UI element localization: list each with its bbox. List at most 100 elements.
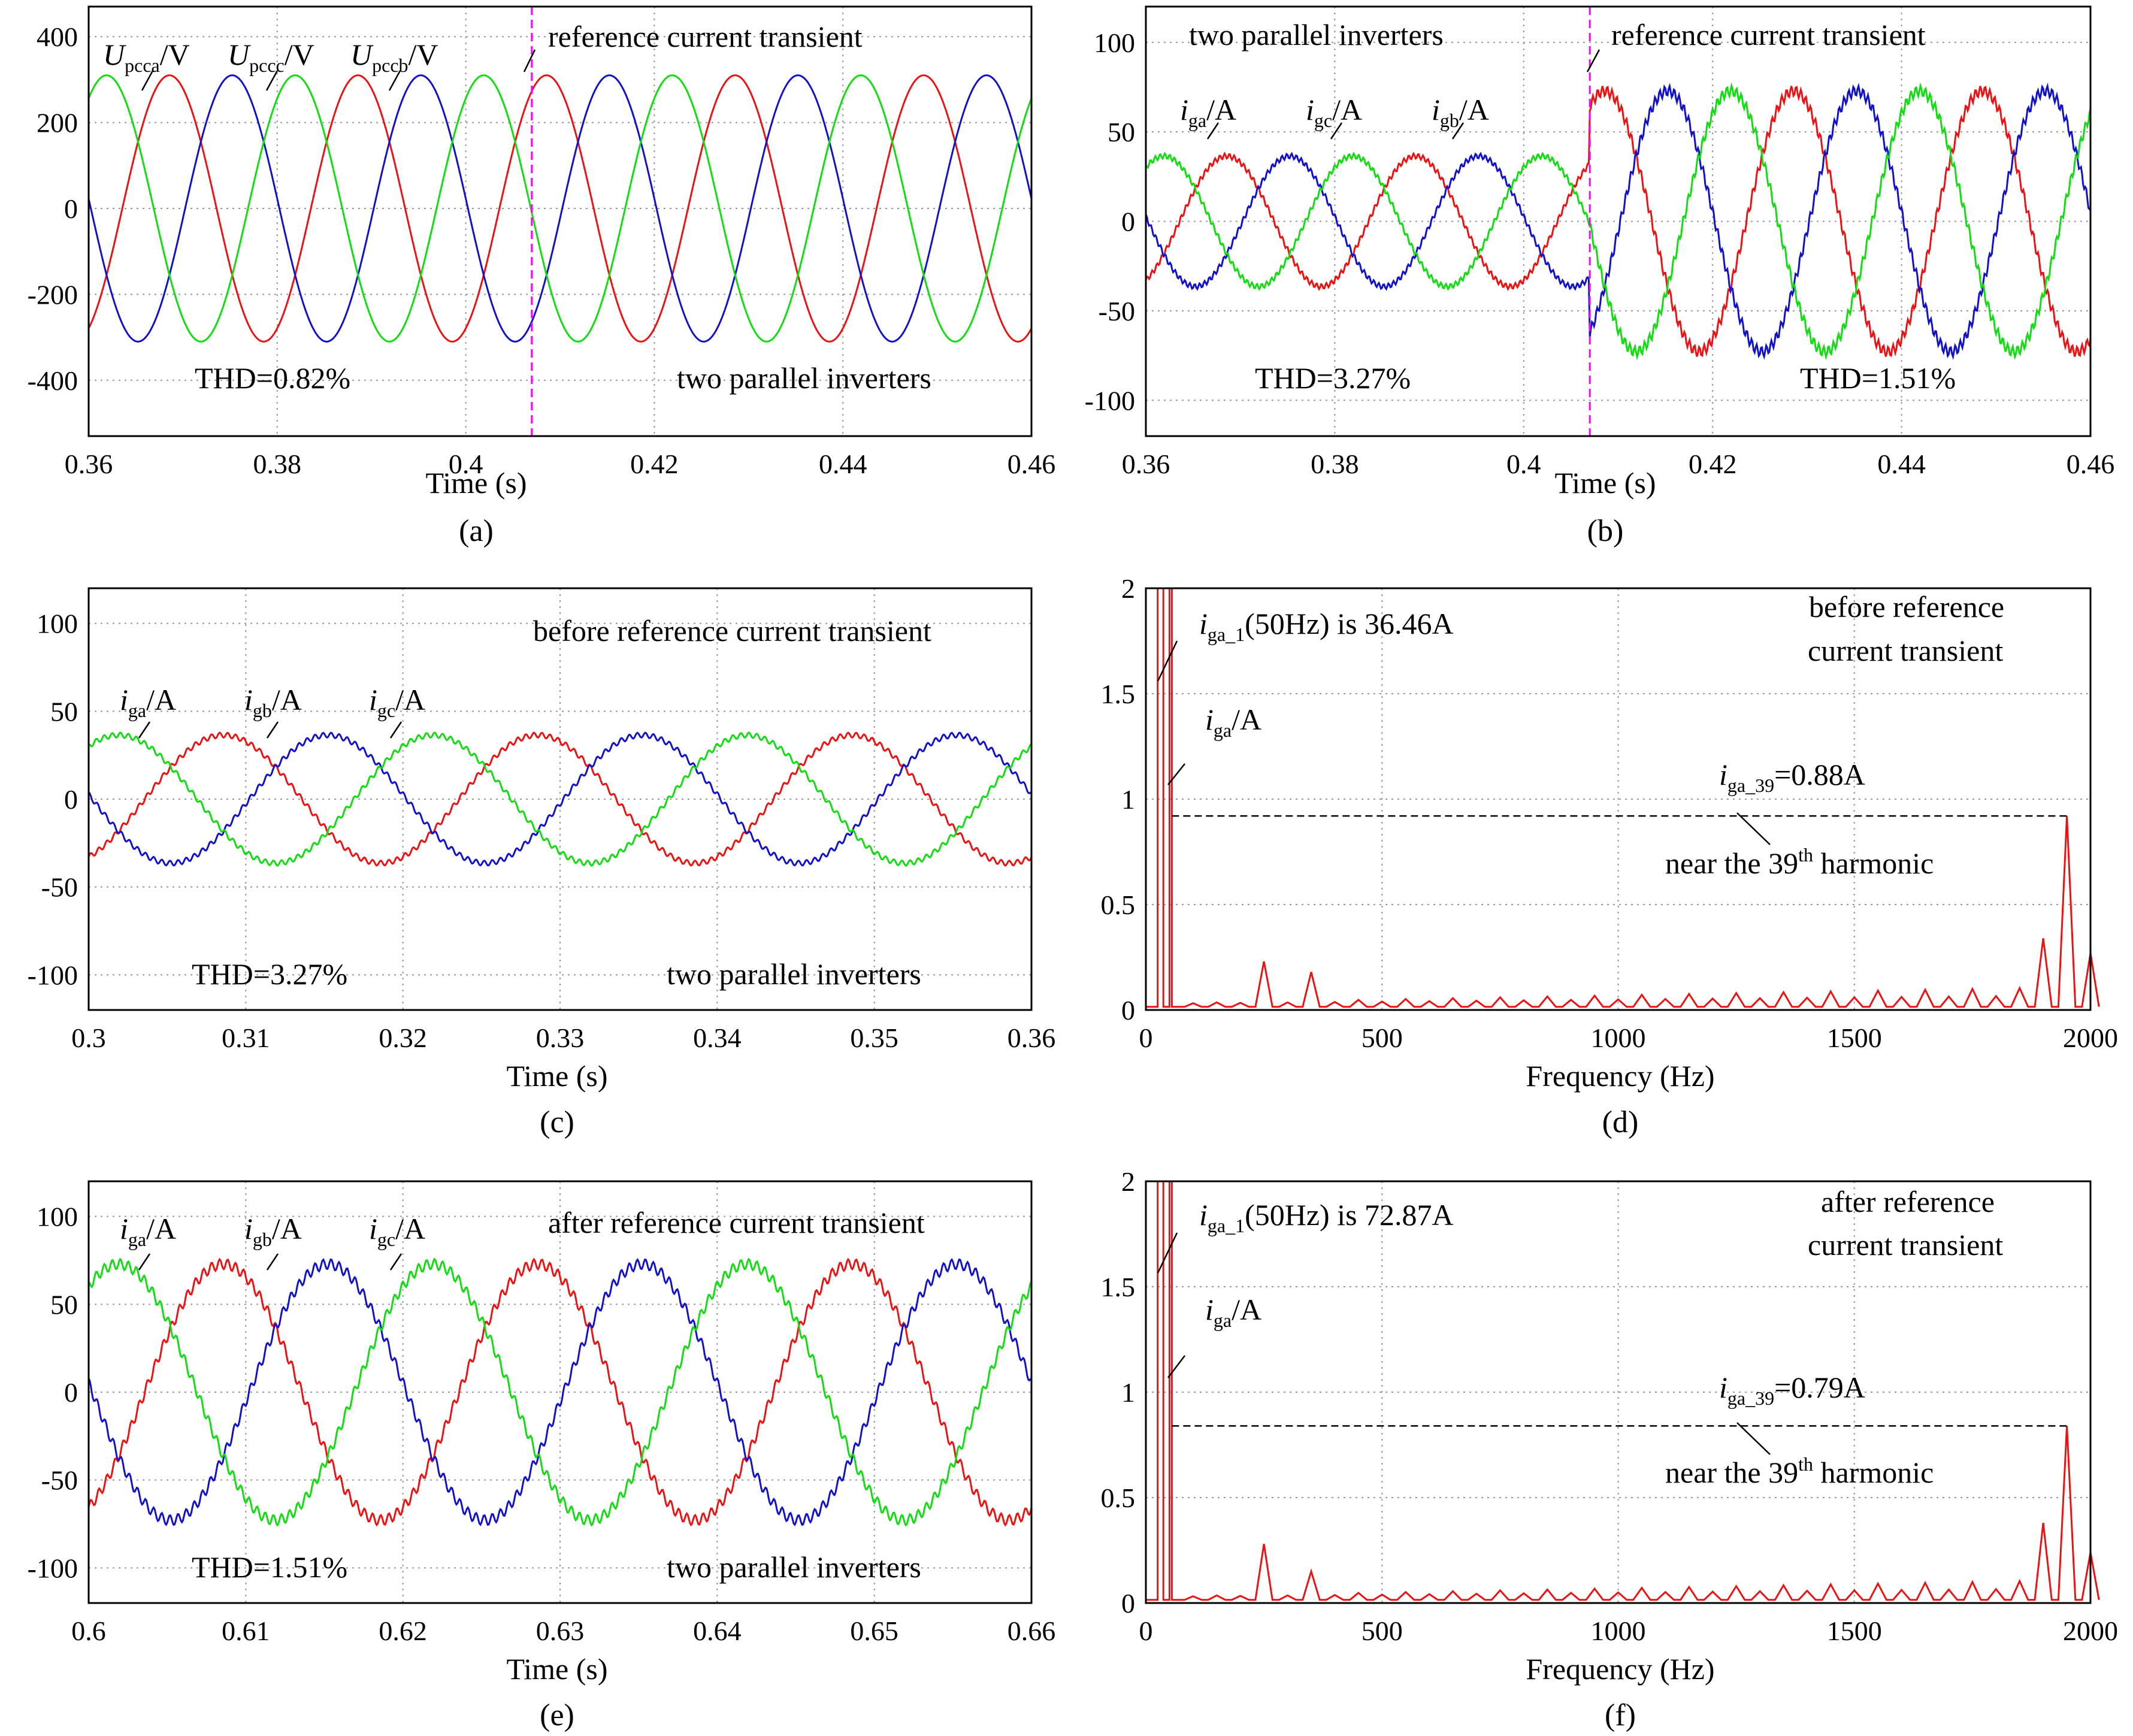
grid-f — [1146, 1181, 2090, 1603]
label-iga-b: iga/A — [1180, 93, 1236, 131]
y-tick-label: 0 — [1121, 207, 1135, 237]
y-tick-label: 50 — [50, 1289, 78, 1320]
caption-d: (d) — [1602, 1105, 1639, 1139]
series-a-line — [1145, 86, 2092, 357]
title2-d: current transient — [1808, 634, 2003, 667]
label-h39-f: iga_39=0.79A — [1719, 1371, 1865, 1409]
y-tick-label: 100 — [37, 609, 78, 639]
leader-igb-c — [266, 721, 279, 739]
x-tick-label: 0.6 — [71, 1616, 106, 1646]
y-tick-label: 0 — [64, 1377, 78, 1408]
y-tick-label: 2 — [1121, 573, 1135, 604]
x-tick-label: 0.34 — [693, 1023, 742, 1053]
note-a: two parallel inverters — [677, 361, 931, 395]
xticks-a: 0.36 0.38 0.4 0.42 0.44 0.46 — [65, 449, 1056, 479]
label-igb-e: igb/A — [244, 1212, 302, 1250]
x-tick-label: 1000 — [1591, 1023, 1646, 1053]
grid-c — [89, 588, 1031, 1010]
y-tick-label: -50 — [41, 1465, 78, 1496]
y-tick-label: -100 — [28, 1553, 78, 1583]
x-tick-label: 1000 — [1591, 1616, 1646, 1646]
series-a-line — [87, 731, 1033, 867]
leader-upccb — [388, 70, 401, 91]
x-tick-label: 0.36 — [1007, 1023, 1056, 1053]
x-tick-label: 0.46 — [1007, 449, 1056, 479]
note-e: two parallel inverters — [667, 1550, 921, 1584]
title1-f: after reference — [1821, 1185, 1995, 1218]
curves-c — [87, 731, 1033, 867]
y-tick-label: 100 — [1094, 28, 1135, 58]
y-tick-label: 0 — [1121, 1588, 1135, 1619]
leader-series-d — [1167, 763, 1185, 785]
x-tick-label: 0.64 — [693, 1616, 742, 1646]
yticks-c: 100 50 0 -50 -100 — [28, 609, 78, 991]
y-tick-label: 0.5 — [1101, 890, 1136, 920]
yticks-d: 2 1.5 1 0.5 0 — [1101, 573, 1136, 1026]
thd-c: THD=3.27% — [192, 957, 347, 991]
y-tick-label: -50 — [1099, 296, 1135, 326]
x-tick-label: 1500 — [1827, 1023, 1882, 1053]
x-tick-label: 0.42 — [630, 449, 679, 479]
x-tick-label: 0.36 — [65, 449, 113, 479]
label-upcca: Upcca/V — [103, 38, 190, 76]
label-iga-e: iga/A — [120, 1212, 176, 1250]
curves-b — [1145, 7, 2092, 436]
y-tick-label: 1 — [1121, 1377, 1135, 1408]
label-fund-d: iga_1(50Hz) is 36.46A — [1199, 607, 1454, 645]
x-tick-label: 0.4 — [1506, 449, 1541, 479]
y-tick-label: -100 — [1085, 385, 1135, 416]
caption-e: (e) — [540, 1698, 574, 1732]
xticks-b: 0.36 0.38 0.4 0.42 0.44 0.46 — [1122, 449, 2115, 479]
xlabel-c: Time (s) — [506, 1059, 607, 1093]
yticks-a: 400 200 0 -200 -400 — [28, 22, 78, 396]
xticks-e: 0.6 0.61 0.62 0.63 0.64 0.65 0.66 — [71, 1616, 1055, 1646]
y-tick-label: 1.5 — [1101, 679, 1136, 709]
y-tick-label: 50 — [50, 696, 78, 727]
caption-b: (b) — [1587, 514, 1624, 548]
y-tick-label: 400 — [37, 22, 78, 52]
grid-d — [1146, 588, 2090, 1010]
x-tick-label: 0.65 — [850, 1616, 898, 1646]
series-c-line — [1145, 82, 2092, 361]
x-tick-label: 0.44 — [1877, 449, 1926, 479]
curves-d — [1146, 587, 2100, 1008]
thd-after-b: THD=1.51% — [1800, 361, 1956, 395]
label-igb-c: igb/A — [244, 683, 302, 721]
label-series-d: iga/A — [1205, 703, 1261, 741]
leader-iga-c — [138, 721, 151, 739]
xticks-f: 0 500 1000 1500 2000 — [1139, 1616, 2119, 1646]
x-tick-label: 2000 — [2063, 1616, 2118, 1646]
frame-c — [87, 587, 1033, 1011]
curves-e — [87, 1257, 1033, 1527]
x-tick-label: 1500 — [1827, 1616, 1882, 1646]
yticks-e: 100 50 0 -50 -100 — [28, 1202, 78, 1584]
label-igc-c: igc/A — [369, 683, 425, 721]
frame-e — [87, 1180, 1033, 1604]
series-b-line — [87, 731, 1032, 867]
x-tick-label: 0.63 — [536, 1616, 585, 1646]
xlabel-b: Time (s) — [1554, 466, 1656, 500]
xticks-d: 0 500 1000 1500 2000 — [1139, 1023, 2119, 1053]
x-tick-label: 0.35 — [850, 1023, 898, 1053]
leader-transient-a — [523, 49, 536, 72]
title-e: after reference current transient — [548, 1206, 925, 1239]
label-transient-a: reference current transient — [548, 20, 863, 53]
leader-fund-d — [1157, 640, 1178, 682]
thd-a: THD=0.82% — [195, 361, 350, 395]
leader-igb-e — [266, 1253, 279, 1271]
x-tick-label: 0.46 — [2067, 449, 2115, 479]
x-tick-label: 0.4 — [449, 449, 483, 479]
note-b: two parallel inverters — [1189, 18, 1444, 52]
grid-e — [89, 1181, 1031, 1603]
leader-upccc — [265, 70, 279, 91]
thd-e: THD=1.51% — [192, 1550, 347, 1584]
caption-c: (c) — [540, 1105, 574, 1139]
x-tick-label: 0.31 — [222, 1023, 270, 1053]
y-tick-label: 0.5 — [1101, 1483, 1136, 1513]
y-tick-label: 0 — [1121, 995, 1135, 1026]
label-upccb: Upccb/V — [350, 38, 438, 76]
leader-igc-b — [1330, 122, 1343, 140]
